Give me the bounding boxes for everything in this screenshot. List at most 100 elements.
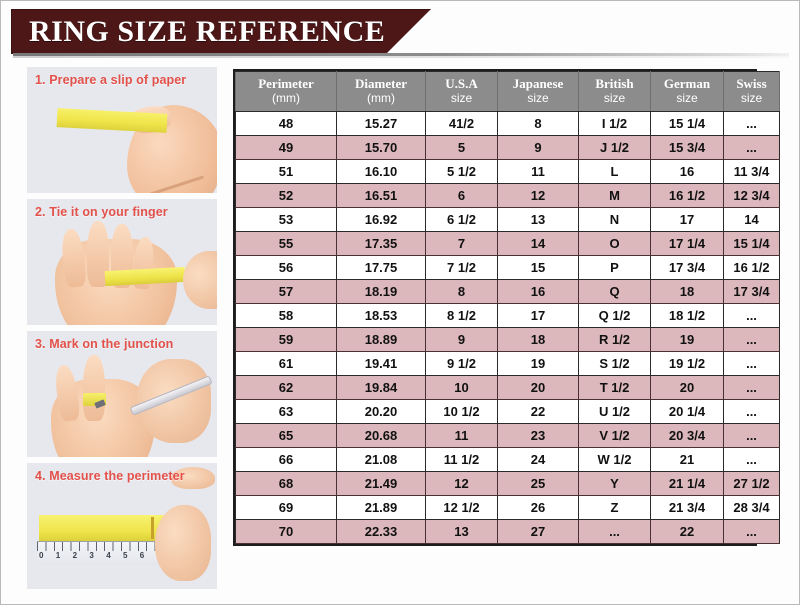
step-1-label: 1. Prepare a slip of paper bbox=[35, 73, 187, 87]
table-cell: 12 1/2 bbox=[425, 494, 498, 520]
table-cell: 10 bbox=[425, 374, 498, 400]
table-cell: 17.35 bbox=[336, 230, 426, 256]
table-cell: 20 bbox=[650, 374, 724, 400]
table-cell: 20 3/4 bbox=[650, 422, 724, 448]
title-divider-rule bbox=[13, 53, 789, 56]
table-row: 51 16.10 5 1/2 11 L 16 11 3/4 bbox=[235, 158, 780, 184]
table-cell: 28 3/4 bbox=[723, 494, 780, 520]
table-row: 48 15.27 41/2 8 I 1/2 15 1/4... bbox=[235, 110, 780, 136]
table-cell: 12 bbox=[497, 182, 579, 208]
table-cell: 17 3/4 bbox=[723, 278, 780, 304]
ruler-number: 1 bbox=[55, 551, 61, 560]
column-header-german: German size bbox=[650, 71, 724, 112]
ruler-number: 3 bbox=[89, 551, 94, 560]
title-banner-shape bbox=[11, 9, 431, 54]
table-cell: 17 bbox=[497, 302, 579, 328]
table-cell: 11 3/4 bbox=[723, 158, 780, 184]
title-divider-shadow bbox=[13, 56, 789, 58]
column-header-name: Diameter bbox=[355, 76, 407, 91]
table-cell: 19 bbox=[497, 350, 579, 376]
table-cell: 7 1/2 bbox=[425, 254, 498, 280]
column-header-perimeter: Perimeter (mm) bbox=[235, 71, 337, 112]
table-cell: 59 bbox=[235, 326, 337, 352]
column-header-unit: size bbox=[740, 90, 763, 105]
step-4-label: 4. Measure the perimeter bbox=[35, 469, 185, 483]
table-cell: 25 bbox=[497, 470, 579, 496]
table-cell: 63 bbox=[235, 398, 337, 424]
table-row: 65 20.68 11 23 V 1/2 20 3/4... bbox=[235, 422, 780, 448]
column-header-diameter: Diameter (mm) bbox=[336, 71, 426, 112]
table-cell: 58 bbox=[235, 302, 337, 328]
table-cell: ... bbox=[723, 518, 780, 544]
table-cell: R 1/2 bbox=[578, 326, 651, 352]
table-cell: ... bbox=[723, 134, 780, 160]
table-cell: 65 bbox=[235, 422, 337, 448]
table-row: 56 17.75 7 1/2 15 P 17 3/4 16 1/2 bbox=[235, 254, 780, 280]
table-cell: 27 bbox=[497, 518, 579, 544]
table-row: 59 18.89 9 18 R 1/2 19... bbox=[235, 326, 780, 352]
table-cell: 8 1/2 bbox=[425, 302, 498, 328]
column-header-name: Perimeter bbox=[258, 76, 314, 91]
table-cell: 9 bbox=[497, 134, 579, 160]
table-cell: 11 bbox=[497, 158, 579, 184]
table-cell: 26 bbox=[497, 494, 579, 520]
table-cell: O bbox=[578, 230, 651, 256]
table-cell: 48 bbox=[235, 110, 337, 136]
ruler-number: 6 bbox=[139, 551, 145, 560]
table-cell: ... bbox=[723, 110, 780, 136]
column-header-unit: size bbox=[603, 90, 626, 105]
table-cell: 20.68 bbox=[336, 422, 426, 448]
column-header-name: Swiss bbox=[736, 76, 767, 91]
ruler-number: 0 bbox=[39, 551, 44, 560]
ring-size-table-wrap: Perimeter (mm) Diameter (mm) U.S.A size Japane… bbox=[233, 69, 780, 546]
table-cell: 24 bbox=[497, 446, 579, 472]
table-cell: 16 bbox=[497, 278, 579, 304]
table-cell: 15.27 bbox=[336, 110, 426, 136]
table-cell: 18.53 bbox=[336, 302, 426, 328]
table-cell: P bbox=[578, 254, 651, 280]
table-cell: 23 bbox=[497, 422, 579, 448]
column-header-unit: (mm) bbox=[367, 90, 395, 105]
table-cell: 55 bbox=[235, 230, 337, 256]
table-cell: 15 3/4 bbox=[650, 134, 724, 160]
column-header-name: Japanese bbox=[512, 76, 564, 91]
table-cell: 15 bbox=[497, 254, 579, 280]
table-cell: 12 bbox=[425, 470, 498, 496]
table-cell: Z bbox=[578, 494, 651, 520]
table-cell: U 1/2 bbox=[578, 398, 651, 424]
ruler-number: 5 bbox=[122, 551, 128, 560]
table-cell: 20.20 bbox=[336, 398, 426, 424]
table-cell: 6 1/2 bbox=[425, 206, 498, 232]
column-header-unit: size bbox=[527, 90, 549, 105]
table-cell: 16 1/2 bbox=[723, 254, 780, 280]
table-cell: 52 bbox=[235, 182, 337, 208]
table-row: 68 21.49 12 25 Y 21 1/4 27 1/2 bbox=[235, 470, 780, 496]
table-cell: ... bbox=[723, 398, 780, 424]
table-cell: 10 1/2 bbox=[425, 398, 498, 424]
column-header-swiss: Swiss size bbox=[723, 71, 780, 112]
table-cell: 16 bbox=[650, 158, 724, 184]
table-cell: Q bbox=[578, 278, 651, 304]
table-cell: 9 1/2 bbox=[425, 350, 498, 376]
table-cell: ... bbox=[723, 326, 780, 352]
table-cell: 15 1/4 bbox=[650, 110, 724, 136]
step-2-tie-on-finger: 2. Tie it on your finger bbox=[27, 199, 217, 325]
table-cell: 68 bbox=[235, 470, 337, 496]
table-cell: 41/2 bbox=[425, 110, 498, 136]
table-cell: 53 bbox=[235, 206, 337, 232]
table-cell: 17 1/4 bbox=[650, 230, 724, 256]
column-header-japanese: Japanese size bbox=[497, 71, 579, 112]
table-cell: ... bbox=[578, 518, 651, 544]
table-row: 69 21.89 12 1/2 26 Z 21 3/4 28 3/4 bbox=[235, 494, 780, 520]
table-cell: 9 bbox=[425, 326, 498, 352]
table-row: 57 18.19 8 16 Q 18 17 3/4 bbox=[235, 278, 780, 304]
table-cell: 6 bbox=[425, 182, 498, 208]
table-row: 55 17.35 7 14 O 17 1/4 15 1/4 bbox=[235, 230, 780, 256]
table-cell: Y bbox=[578, 470, 651, 496]
table-cell: W 1/2 bbox=[578, 446, 651, 472]
table-cell: 57 bbox=[235, 278, 337, 304]
table-cell: 27 1/2 bbox=[723, 470, 780, 496]
table-cell: 19.84 bbox=[336, 374, 426, 400]
table-cell: 19 1/2 bbox=[650, 350, 724, 376]
step-2-label: 2. Tie it on your finger bbox=[35, 205, 168, 219]
